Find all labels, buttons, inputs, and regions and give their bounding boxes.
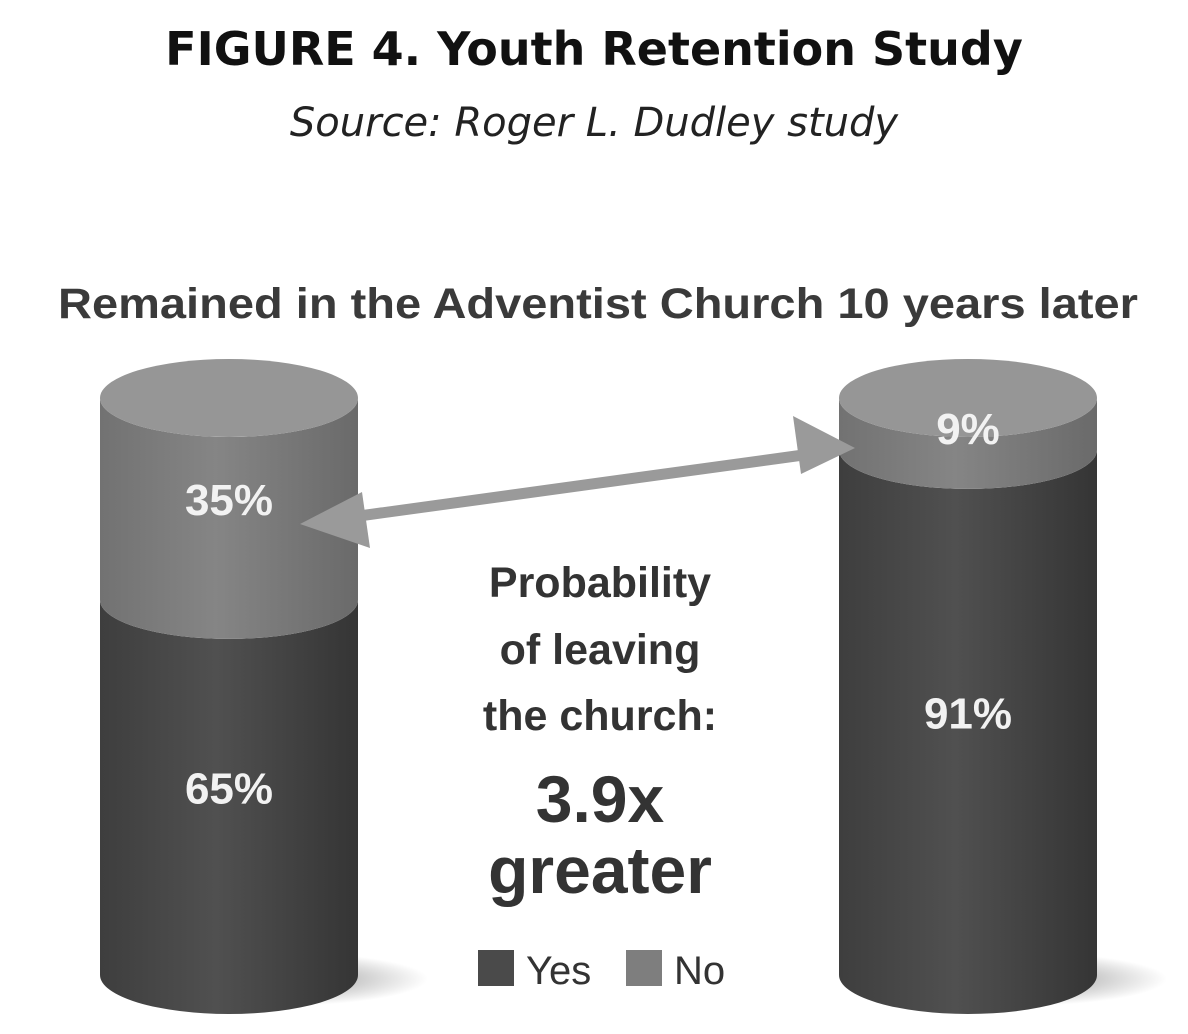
chart-title: Remained in the Adventist Church 10 year… xyxy=(58,280,1138,328)
bar-top-cap-1 xyxy=(839,359,1097,437)
callout-line-3: the church: xyxy=(483,692,717,740)
callout-line-1: Probability xyxy=(489,559,711,607)
comparison-arrow xyxy=(300,416,855,548)
legend-swatch-no xyxy=(626,950,662,986)
bar-segment-no-0 xyxy=(100,398,358,639)
legend-label-yes: Yes xyxy=(526,949,591,993)
callout-ratio: 3.9x xyxy=(536,762,665,836)
legend-swatch-yes xyxy=(478,950,514,986)
callout-greater: greater xyxy=(488,833,712,907)
bar-segment-yes-1 xyxy=(839,449,1097,1014)
legend: Yes No xyxy=(478,949,725,993)
callout: Probability of leaving the church: 3.9x … xyxy=(483,559,717,907)
legend-label-no: No xyxy=(674,949,725,993)
data-label-yes-0: 65% xyxy=(185,764,273,813)
data-label-yes-1: 91% xyxy=(924,689,1012,738)
data-label-no-1: 9% xyxy=(936,405,1000,454)
bars-layer: 65% 35% 91% 9% xyxy=(100,359,1167,1014)
bar-segment-yes-0 xyxy=(100,599,358,1014)
arrow-head-right xyxy=(793,416,855,474)
arrow-head-left xyxy=(300,492,370,548)
figure-title: FIGURE 4. Youth Retention Study xyxy=(165,22,1023,76)
figure-subtitle: Source: Roger L. Dudley study xyxy=(289,100,899,146)
callout-line-2: of leaving xyxy=(500,626,701,674)
bar-top-cap-0 xyxy=(100,359,358,437)
bar-segment-no-1 xyxy=(839,398,1097,489)
data-label-no-0: 35% xyxy=(185,476,273,525)
